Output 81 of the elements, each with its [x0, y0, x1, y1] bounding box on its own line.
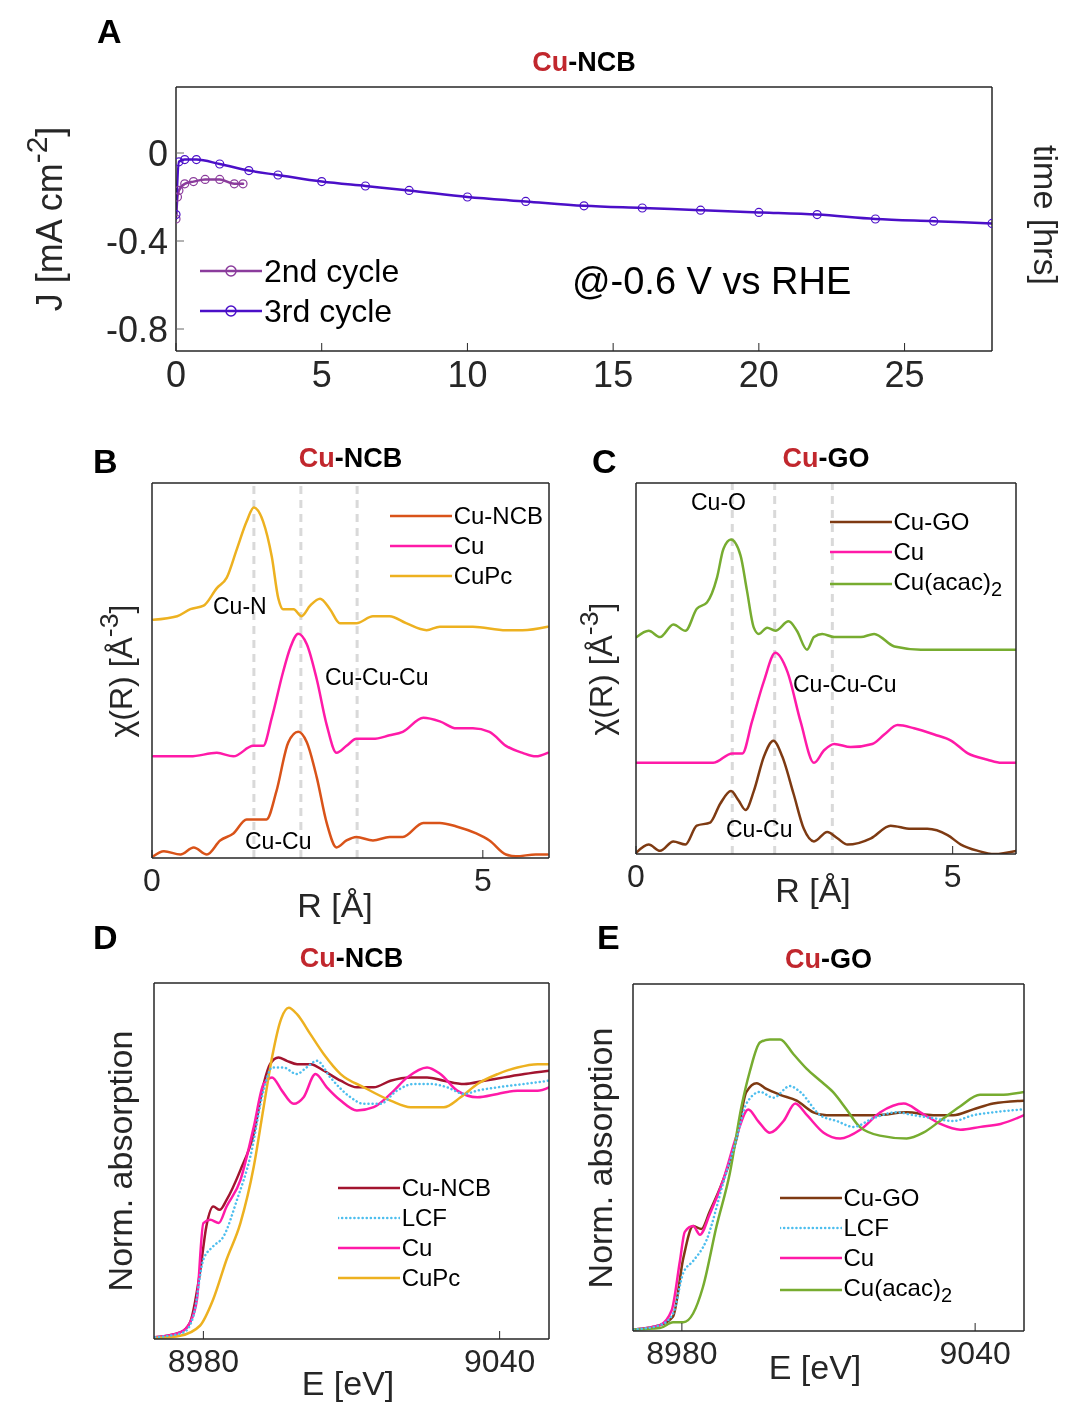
point — [215, 174, 225, 184]
point — [462, 192, 473, 202]
point — [929, 216, 939, 226]
legend-label: Cu — [401, 1233, 433, 1263]
chart-title: Cu-NCB — [299, 943, 404, 973]
chart-title: Cu-GO — [785, 944, 872, 974]
legend-label: CuPc — [453, 561, 513, 591]
y2-axis-title: time [hrs] — [1025, 145, 1065, 285]
text: Cu-O — [691, 489, 746, 515]
legend-label: CuPc — [401, 1263, 461, 1293]
x-tick-label: 9040 — [939, 1334, 1011, 1371]
x-tick-label: 10 — [447, 353, 488, 395]
point — [273, 170, 283, 180]
point — [695, 205, 706, 215]
legend-label: Cu(acac)$_{2}$ — [893, 567, 1002, 602]
legend-label: Cu — [893, 537, 925, 567]
legend-label: 3rd cycle — [264, 292, 393, 331]
x-axis-title: E [eV] — [768, 1347, 862, 1387]
text: C — [592, 442, 617, 481]
x-tick-label: 5 — [311, 353, 332, 395]
annotation: Cu-Cu-Cu — [793, 671, 897, 697]
x-tick-label: 8980 — [167, 1342, 239, 1379]
y-tick-label: -0.4 — [105, 220, 168, 262]
point — [870, 214, 881, 224]
x-tick-label: 5 — [473, 861, 492, 898]
point — [637, 203, 647, 213]
text: D — [93, 918, 118, 957]
point — [229, 179, 239, 189]
y-tick-label: 0 — [147, 132, 168, 174]
point — [176, 157, 184, 167]
legend-label: Cu-GO — [843, 1183, 920, 1213]
point — [191, 155, 201, 165]
point — [404, 185, 414, 195]
y-axis-title: Norm. absorption — [580, 1027, 620, 1288]
annotation: Cu-N — [213, 593, 267, 619]
point — [180, 179, 190, 189]
point — [180, 155, 190, 165]
legend-label: Cu-NCB — [453, 501, 543, 531]
point — [579, 201, 589, 211]
x-axis-title: E [eV] — [301, 1363, 395, 1403]
legend-label: 2nd cycle — [264, 252, 400, 291]
legend-label: Cu-GO — [893, 507, 970, 537]
point — [317, 177, 327, 187]
annotation: Cu-Cu-Cu — [325, 664, 429, 690]
legend-label: Cu — [453, 531, 485, 561]
annotation: Cu-Cu — [726, 816, 793, 842]
x-tick-label: 20 — [738, 353, 779, 395]
chart-title: Cu-GO — [782, 443, 870, 473]
text: A — [97, 12, 122, 51]
text: B — [93, 442, 118, 481]
point — [238, 179, 248, 189]
point — [754, 207, 764, 217]
annotation: @-0.6 V vs RHE — [572, 260, 852, 302]
chart-title: Cu-NCB — [532, 47, 636, 77]
legend-label: LCF — [843, 1213, 889, 1243]
point — [200, 174, 210, 184]
annotation: Cu-Cu — [245, 828, 312, 854]
text: E — [597, 918, 620, 957]
x-tick-label: 5 — [943, 857, 962, 894]
x-tick-label: 15 — [593, 353, 634, 395]
legend-label: LCF — [401, 1203, 447, 1233]
legend-label: Cu-NCB — [401, 1173, 491, 1203]
point — [176, 185, 184, 195]
y-tick-label: -0.8 — [105, 308, 168, 350]
legend-label: Cu — [843, 1243, 875, 1273]
point — [812, 210, 822, 220]
x-tick-label: 0 — [627, 857, 645, 894]
point — [215, 159, 225, 169]
point — [360, 181, 371, 191]
chart-title: Cu-NCB — [298, 443, 403, 473]
x-tick-label: 25 — [884, 353, 925, 395]
x-axis-title: R [Å] — [297, 885, 373, 925]
line-series — [176, 155, 992, 228]
y-axis-title: Norm. absorption — [100, 1030, 140, 1292]
x-tick-label: 9040 — [464, 1342, 536, 1379]
point — [244, 166, 254, 176]
x-axis-title: R [Å] — [775, 870, 851, 910]
point — [521, 196, 531, 206]
x-tick-label: 8980 — [646, 1334, 718, 1371]
legend-label: Cu(acac)$_{2}$ — [843, 1273, 952, 1308]
point — [188, 177, 199, 187]
